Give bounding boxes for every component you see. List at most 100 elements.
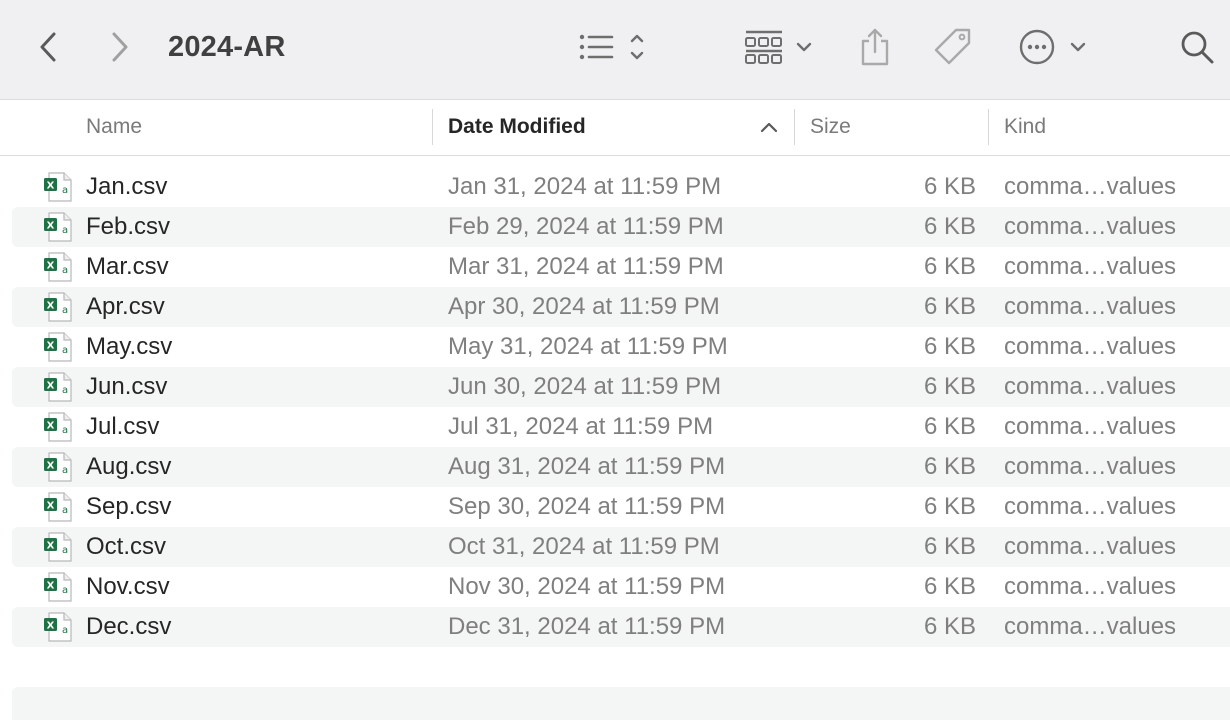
group-button[interactable] [744, 28, 818, 66]
file-name: Dec.csv [86, 613, 172, 640]
file-name: Oct.csv [86, 533, 167, 560]
column-divider[interactable] [988, 109, 989, 145]
column-header-kind[interactable]: Kind [1004, 115, 1047, 138]
column-header-size[interactable]: Size [810, 115, 851, 138]
file-row[interactable]: a X Oct.csv Oct 31, 2024 at 11:59 PM 6 K… [0, 527, 1230, 567]
excel-csv-file-icon: a X [44, 532, 72, 562]
svg-text:a: a [62, 225, 68, 236]
file-name: Aug.csv [86, 453, 172, 480]
svg-text:X: X [47, 301, 55, 312]
file-size: 6 KB [923, 573, 976, 600]
file-date-modified: May 31, 2024 at 11:59 PM [448, 333, 728, 360]
chevron-left-icon [40, 32, 56, 62]
svg-text:X: X [47, 261, 55, 272]
back-button[interactable] [30, 28, 66, 66]
file-row[interactable]: a X Jun.csv Jun 30, 2024 at 11:59 PM 6 K… [0, 367, 1230, 407]
file-date-modified: Feb 29, 2024 at 11:59 PM [448, 213, 724, 240]
svg-text:a: a [62, 505, 68, 516]
share-button[interactable] [856, 26, 894, 68]
svg-text:a: a [62, 585, 68, 596]
file-date-modified: Mar 31, 2024 at 11:59 PM [448, 253, 724, 280]
file-row[interactable]: a X Jul.csv Jul 31, 2024 at 11:59 PM 6 K… [0, 407, 1230, 447]
file-size: 6 KB [923, 253, 976, 280]
excel-csv-file-icon: a X [44, 292, 72, 322]
file-row[interactable]: a X Nov.csv Nov 30, 2024 at 11:59 PM 6 K… [0, 567, 1230, 607]
excel-csv-file-icon: a X [44, 612, 72, 642]
excel-csv-file-icon: a X [44, 412, 72, 442]
svg-text:X: X [47, 581, 55, 592]
column-header: Name Date Modified Size Kind [0, 100, 1230, 156]
svg-text:a: a [62, 265, 68, 276]
file-row[interactable]: a X Aug.csv Aug 31, 2024 at 11:59 PM 6 K… [0, 447, 1230, 487]
excel-csv-file-icon: a X [44, 212, 72, 242]
file-size: 6 KB [923, 293, 976, 320]
file-list: a X Jan.csv Jan 31, 2024 at 11:59 PM 6 K… [0, 167, 1230, 647]
file-size: 6 KB [923, 173, 976, 200]
file-date-modified: Jul 31, 2024 at 11:59 PM [448, 413, 714, 440]
tag-icon [934, 28, 971, 65]
excel-csv-file-icon: a X [44, 172, 72, 202]
file-row[interactable]: a X Dec.csv Dec 31, 2024 at 11:59 PM 6 K… [0, 607, 1230, 647]
column-divider[interactable] [794, 109, 795, 145]
file-kind: comma…values [1004, 333, 1177, 360]
search-button[interactable] [1178, 28, 1216, 66]
file-kind: comma…values [1004, 493, 1177, 520]
file-size: 6 KB [923, 613, 976, 640]
file-name: Jun.csv [86, 373, 168, 400]
svg-text:X: X [47, 421, 55, 432]
toolbar: 2024-AR [0, 0, 1230, 100]
file-date-modified: Jun 30, 2024 at 11:59 PM [448, 373, 722, 400]
chevron-right-icon [112, 32, 128, 62]
svg-text:X: X [47, 541, 55, 552]
excel-csv-file-icon: a X [44, 252, 72, 282]
forward-button[interactable] [102, 28, 138, 66]
file-kind: comma…values [1004, 413, 1177, 440]
file-size: 6 KB [923, 213, 976, 240]
column-header-name[interactable]: Name [86, 115, 143, 138]
file-row[interactable]: a X Sep.csv Sep 30, 2024 at 11:59 PM 6 K… [0, 487, 1230, 527]
view-mode-button[interactable] [576, 28, 654, 66]
column-divider[interactable] [432, 109, 433, 145]
excel-csv-file-icon: a X [44, 372, 72, 402]
file-size: 6 KB [923, 333, 976, 360]
file-row[interactable]: a X Feb.csv Feb 29, 2024 at 11:59 PM 6 K… [0, 207, 1230, 247]
file-date-modified: Sep 30, 2024 at 11:59 PM [448, 493, 726, 520]
svg-text:X: X [47, 221, 55, 232]
file-date-modified: Jan 31, 2024 at 11:59 PM [448, 173, 722, 200]
file-size: 6 KB [923, 373, 976, 400]
svg-text:X: X [47, 381, 55, 392]
file-size: 6 KB [923, 413, 976, 440]
file-size: 6 KB [923, 453, 976, 480]
svg-text:a: a [62, 385, 68, 396]
folder-title: 2024-AR [168, 31, 286, 63]
file-kind: comma…values [1004, 613, 1177, 640]
file-name: Mar.csv [86, 253, 169, 280]
file-name: Jan.csv [86, 173, 168, 200]
file-date-modified: Dec 31, 2024 at 11:59 PM [448, 613, 726, 640]
svg-text:a: a [62, 425, 68, 436]
tag-button[interactable] [932, 26, 974, 68]
sort-ascending-icon [760, 122, 778, 133]
list-view-icon [579, 34, 644, 60]
file-name: Jul.csv [86, 413, 160, 440]
svg-text:X: X [47, 181, 55, 192]
excel-csv-file-icon: a X [44, 492, 72, 522]
svg-text:X: X [47, 501, 55, 512]
file-size: 6 KB [923, 493, 976, 520]
file-date-modified: Oct 31, 2024 at 11:59 PM [448, 533, 720, 560]
file-date-modified: Apr 30, 2024 at 11:59 PM [448, 293, 720, 320]
excel-csv-file-icon: a X [44, 572, 72, 602]
file-row[interactable]: a X May.csv May 31, 2024 at 11:59 PM 6 K… [0, 327, 1230, 367]
svg-text:a: a [62, 305, 68, 316]
file-kind: comma…values [1004, 293, 1177, 320]
file-name: May.csv [86, 333, 173, 360]
svg-text:a: a [62, 465, 68, 476]
file-row[interactable]: a X Apr.csv Apr 30, 2024 at 11:59 PM 6 K… [0, 287, 1230, 327]
share-icon [861, 28, 889, 66]
file-row[interactable]: a X Jan.csv Jan 31, 2024 at 11:59 PM 6 K… [0, 167, 1230, 207]
more-actions-button[interactable] [1018, 28, 1090, 66]
column-header-date-modified[interactable]: Date Modified [448, 115, 586, 138]
file-row[interactable]: a X Mar.csv Mar 31, 2024 at 11:59 PM 6 K… [0, 247, 1230, 287]
svg-text:a: a [62, 345, 68, 356]
